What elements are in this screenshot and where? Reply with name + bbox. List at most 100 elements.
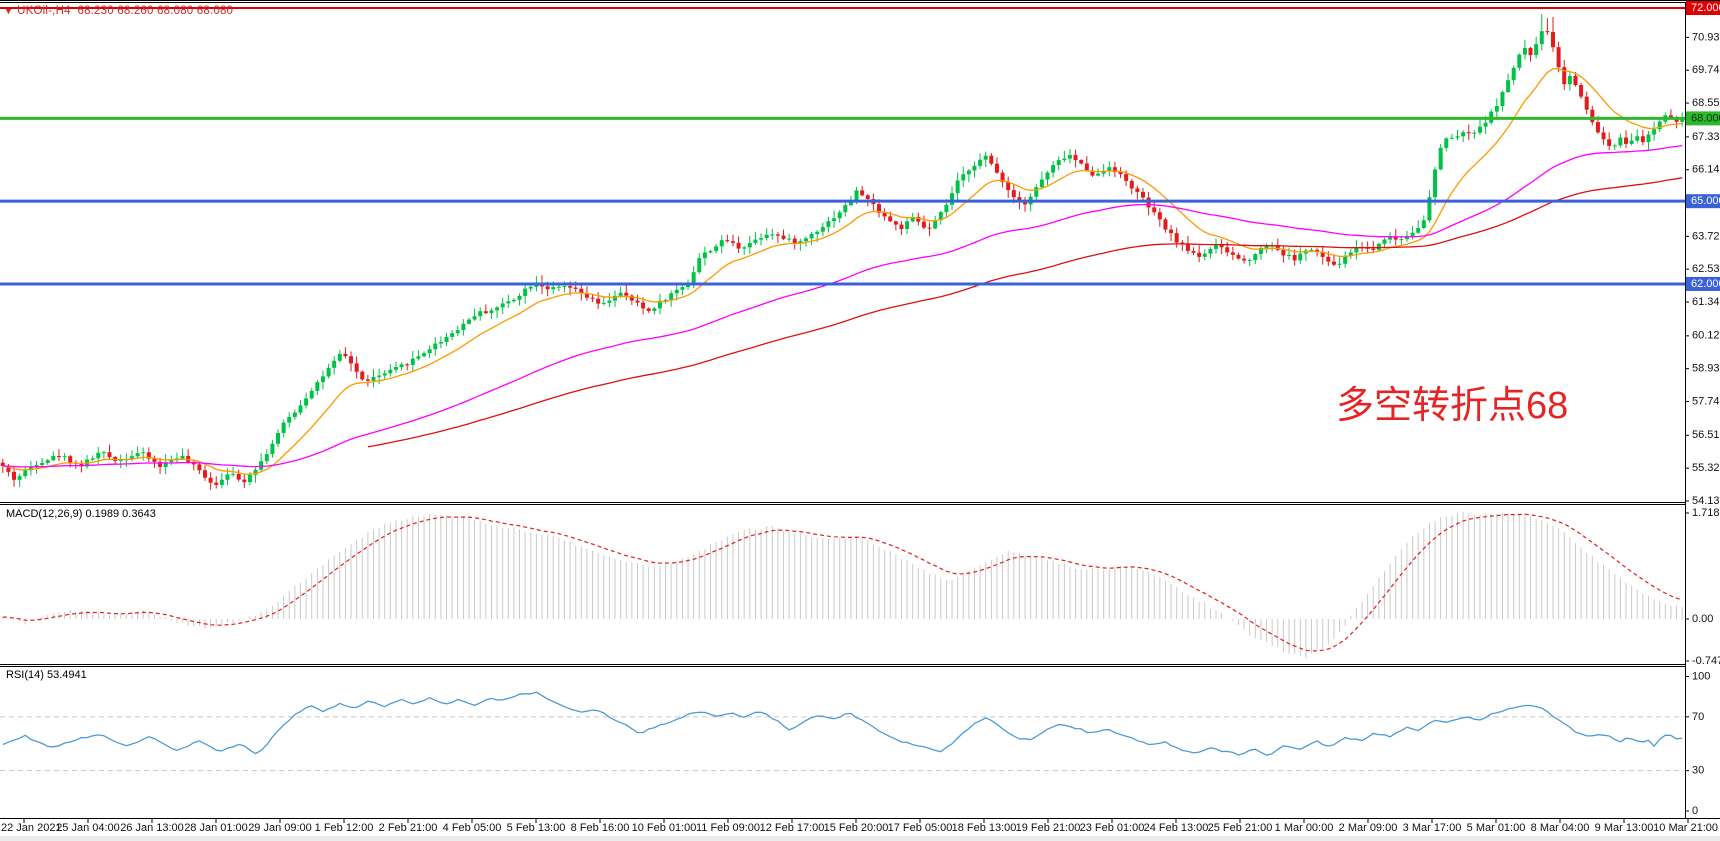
candle-body [674, 289, 679, 294]
candle-body [1517, 54, 1522, 68]
candle-body [927, 227, 932, 229]
candle-body [1000, 172, 1005, 183]
candle-body [1455, 136, 1460, 138]
candle-body [365, 379, 370, 381]
candle-body [101, 452, 106, 454]
price-axis: 70.935 69.745 68.555 67.330 66.140 63.725 62.5… [1685, 1, 1720, 507]
time-tick-label: 9 Mar 13:00 [1595, 822, 1654, 834]
candle-body [702, 252, 707, 259]
symbol-name: UKOil-,H4 [17, 5, 71, 17]
candle-body [1326, 256, 1331, 262]
candle-body [298, 405, 303, 413]
candle-body [79, 463, 84, 467]
candle-body [1607, 139, 1612, 146]
price-tick-label: 62.535 [1692, 263, 1720, 275]
time-tick-label: 15 Feb 20:00 [824, 822, 889, 834]
candle-body [1051, 165, 1056, 173]
candle-body [1118, 172, 1123, 175]
price-line-badge-label: 65.000 [1691, 195, 1720, 207]
candle-body [618, 292, 623, 296]
macd-signal-line [2, 513, 1683, 652]
candle-body [1287, 254, 1292, 256]
candle-body [1208, 248, 1213, 254]
candle-body [1629, 140, 1634, 144]
candle-body [1230, 252, 1235, 255]
candle-body [1551, 32, 1555, 48]
candle-body [759, 238, 764, 240]
candle-body [742, 247, 747, 249]
candle-body [1433, 169, 1438, 198]
candle-body [461, 323, 466, 331]
candle-body [551, 287, 556, 290]
candle-body [438, 341, 443, 344]
macd-tick-label: 0.00 [1692, 613, 1713, 625]
axis-gutter [1686, 3, 1720, 818]
candle-body [1011, 190, 1016, 198]
candle-body [545, 286, 550, 290]
candle-body [1079, 160, 1084, 164]
candle-body [1298, 253, 1303, 261]
candle-body [629, 295, 634, 301]
candle-body [1236, 254, 1241, 259]
time-tick-label: 23 Feb 01:00 [1080, 822, 1145, 834]
candle-body [1500, 92, 1505, 106]
time-tick-label: 25 Feb 21:00 [1208, 822, 1273, 834]
time-tick-label: 11 Feb 09:00 [696, 822, 760, 834]
candle-body [62, 456, 67, 458]
candle-body [983, 155, 988, 160]
candle-body [1180, 242, 1185, 244]
candle-body [1163, 219, 1168, 230]
candle-body [135, 453, 140, 457]
time-tick-label: 10 Feb 01:00 [632, 822, 697, 834]
candle-body [500, 303, 505, 308]
candle-body [12, 471, 17, 480]
candle-body [714, 246, 719, 251]
candle-body [1045, 172, 1050, 180]
price-line-badge-label: 72.000 [1691, 2, 1720, 14]
time-tick-label: 4 Feb 05:00 [443, 822, 502, 834]
candle-body [1382, 239, 1387, 244]
time-tick-label: 1 Mar 00:00 [1275, 822, 1334, 834]
candle-body [1421, 220, 1426, 228]
time-tick-label: 28 Jan 01:00 [184, 822, 248, 834]
candle-body [1107, 167, 1112, 171]
candle-body [775, 234, 780, 236]
candle-body [1393, 236, 1398, 240]
candle-body [1668, 115, 1673, 118]
candle-body [641, 302, 646, 309]
candle-body [1292, 254, 1297, 261]
ma-mid-line [2, 144, 1683, 468]
candle-body [45, 460, 50, 463]
candle-body [843, 205, 848, 213]
candle-body [410, 358, 415, 365]
candle-body [276, 432, 281, 444]
candle-body [1652, 129, 1657, 135]
candle-body [388, 369, 393, 374]
candle-body [1090, 170, 1095, 176]
symbol-dropdown-icon: ▼ [4, 6, 14, 16]
candle-body [815, 231, 820, 234]
candle-body [360, 371, 365, 380]
candle-body [1444, 138, 1449, 148]
price-line-badge [1686, 276, 1720, 291]
candle-body [1129, 180, 1134, 189]
candle-body [158, 461, 163, 467]
candle-body [1067, 155, 1072, 159]
candle-body [444, 336, 449, 342]
price-tick-label: 57.740 [1692, 395, 1720, 407]
time-tick-label: 19 Feb 21:00 [1016, 822, 1081, 834]
candle-body [399, 364, 404, 368]
candle-body [1427, 197, 1432, 221]
candle-body [163, 462, 168, 467]
candle-body [118, 459, 123, 461]
candle-body [1584, 96, 1589, 110]
time-tick-label: 18 Feb 13:00 [952, 822, 1017, 834]
candle-body [596, 298, 601, 304]
candle-body [304, 398, 309, 406]
candle-body [933, 220, 938, 229]
candle-body [203, 470, 207, 478]
candle-body [747, 242, 752, 248]
candle-body [1579, 85, 1584, 97]
